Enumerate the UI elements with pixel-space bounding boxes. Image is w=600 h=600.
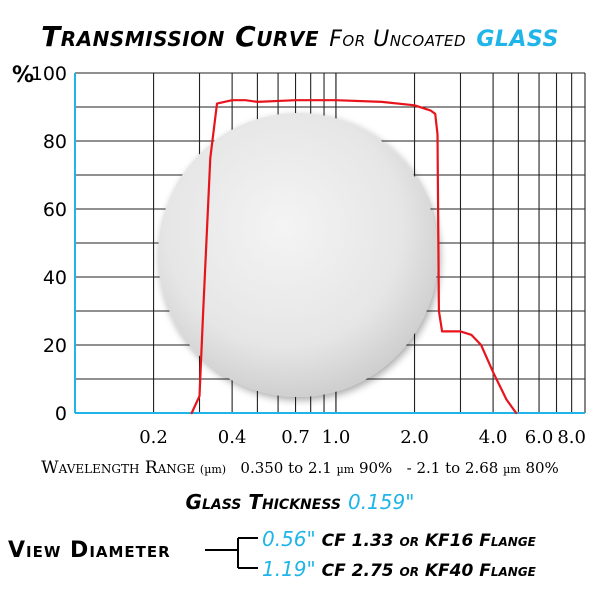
series — [190, 99, 518, 415]
view-row-2-diameter: 1.19" — [262, 557, 316, 581]
view-row-2: 1.19" CF 2.75 or KF40 Flange — [262, 557, 536, 581]
wavelength-pct-1: 90% — [358, 459, 393, 477]
y-tick-label: 60 — [43, 199, 67, 221]
wavelength-range-1: 0.350 to 2.1 — [240, 459, 332, 477]
chart-title: Transmission Curve For Uncoated GLASS — [0, 20, 600, 53]
y-tick-label: 0 — [55, 403, 67, 425]
wavelength-label: Wavelength Range — [41, 458, 196, 478]
transmission-curve — [190, 99, 518, 415]
title-material: GLASS — [476, 27, 559, 52]
thickness-value: 0.159" — [347, 490, 415, 514]
y-tick-label: 40 — [43, 267, 67, 289]
x-tick-label: 0.7 — [281, 427, 310, 448]
x-tick-label: 0.4 — [218, 427, 247, 448]
view-row-1: 0.56" CF 1.33 or KF16 Flange — [262, 527, 536, 551]
view-row-1-diameter: 0.56" — [262, 527, 316, 551]
title-main: Transmission Curve — [41, 20, 319, 53]
glass-thickness: Glass Thickness 0.159" — [0, 490, 600, 514]
wavelength-pct-2: 80% — [525, 459, 559, 477]
x-tick-label: 4.0 — [479, 427, 508, 448]
y-tick-label: 100 — [31, 63, 67, 85]
x-tick-label: 2.0 — [400, 427, 429, 448]
wavelength-unit-2: µm — [503, 463, 521, 476]
x-tick-label: 0.2 — [139, 427, 168, 448]
wavelength-range: Wavelength Range (µm) 0.350 to 2.1 µm 90… — [0, 458, 600, 478]
y-tick-label: 80 — [43, 131, 67, 153]
axes: 0 20 40 60 80 100 0.2 0.4 0.7 1.0 2.0 4.0 6.0 8.0 — [31, 63, 586, 448]
wavelength-range-2: - 2.1 to 2.68 — [406, 459, 499, 477]
y-tick-label: 20 — [43, 335, 67, 357]
y-axis-unit: % — [12, 63, 34, 88]
wavelength-unit-1: µm — [336, 463, 355, 476]
view-row-1-text: CF 1.33 or KF16 Flange — [321, 531, 536, 551]
view-row-2-text: CF 2.75 or KF40 Flange — [321, 561, 536, 581]
glass-disc-image — [158, 113, 438, 397]
wavelength-unit: (µm) — [199, 463, 227, 476]
view-diameter-label: View Diameter — [8, 538, 171, 563]
x-tick-label: 1.0 — [322, 427, 351, 448]
thickness-label: Glass Thickness — [185, 490, 341, 514]
x-tick-label: 8.0 — [557, 427, 586, 448]
x-tick-label: 6.0 — [525, 427, 554, 448]
title-for: For Uncoated — [329, 27, 467, 52]
